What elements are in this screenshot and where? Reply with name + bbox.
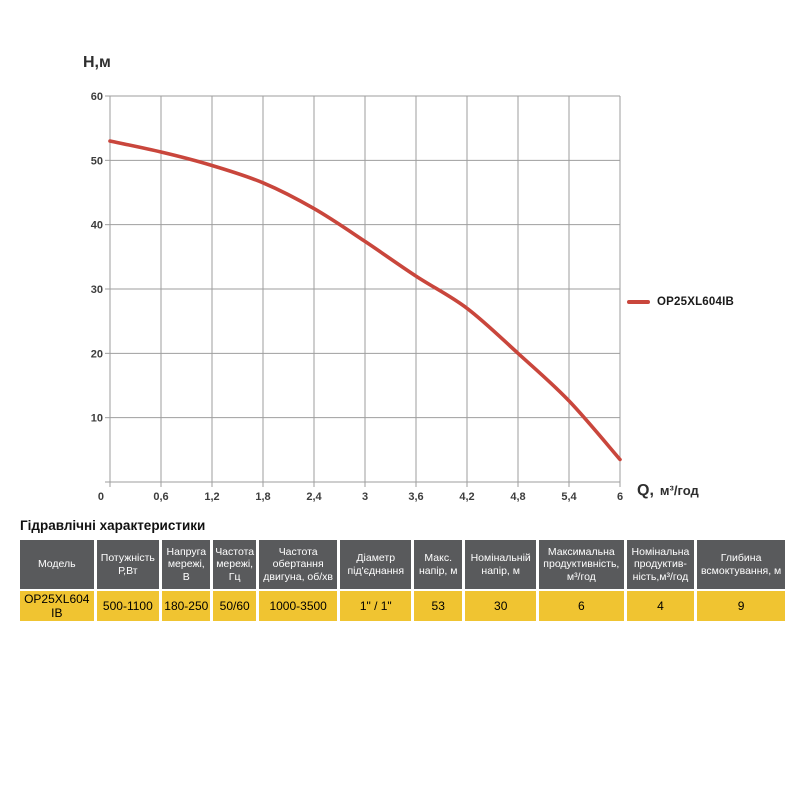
x-tick-label: 4,2 xyxy=(459,491,474,503)
table-column-header: Напруга мережі, В xyxy=(162,540,211,589)
table-cell: 500-1100 xyxy=(96,591,160,621)
y-tick-label: 60 xyxy=(91,91,103,103)
x-tick-label: 6 xyxy=(617,491,623,503)
table-column-header: Макс. напір, м xyxy=(414,540,463,589)
legend-series-label: OP25XL604IB xyxy=(657,296,734,308)
hydraulic-characteristics-table: Модель Потужність Р,Вт Напруга мережі, В Ча… xyxy=(17,538,788,623)
table-cell: 53 xyxy=(414,591,463,621)
x-tick-label: 1,8 xyxy=(255,491,270,503)
table-cell: OP25XL604 IB xyxy=(20,591,94,621)
x-tick-label: 4,8 xyxy=(510,491,525,503)
x-axis-title-q: Q, xyxy=(637,482,654,499)
table-cell: 9 xyxy=(697,591,785,621)
table-cell: 180-250 xyxy=(162,591,211,621)
y-tick-label: 50 xyxy=(91,155,103,167)
y-tick-label: 20 xyxy=(91,348,103,360)
y-tick-label: 40 xyxy=(91,220,103,232)
table-column-header: Номінальній напір, м xyxy=(465,540,536,589)
table-cell: 6 xyxy=(538,591,624,621)
chart-legend: OP25XL604IB xyxy=(627,296,734,308)
table-column-header: Частота обертання двигуна, об/хв xyxy=(258,540,338,589)
x-tick-label: 3 xyxy=(362,491,368,503)
table-column-header: Потужність Р,Вт xyxy=(96,540,160,589)
table-cell: 30 xyxy=(465,591,536,621)
x-axis-title: Q, м³/год xyxy=(637,482,699,500)
x-tick-label: 1,2 xyxy=(204,491,219,503)
y-tick-label: 30 xyxy=(91,284,103,296)
table-cell: 50/60 xyxy=(213,591,256,621)
x-tick-label: 5,4 xyxy=(561,491,577,503)
table-column-header: Модель xyxy=(20,540,94,589)
table-header-row: Модель Потужність Р,Вт Напруга мережі, В Ча… xyxy=(20,540,785,589)
table-cell: 1000-3500 xyxy=(258,591,338,621)
x-tick-label: 2,4 xyxy=(306,491,322,503)
table-column-header: Максимальна продуктивність, м³/год xyxy=(538,540,624,589)
table-cell: 4 xyxy=(626,591,695,621)
y-tick-label: 10 xyxy=(91,413,103,425)
table-cell: 1" / 1" xyxy=(340,591,412,621)
table-title: Гідравлічні характеристики xyxy=(20,518,206,533)
x-tick-label: 0,6 xyxy=(153,491,168,503)
table-row: OP25XL604 IB 500-1100 180-250 50/60 1000-350… xyxy=(20,591,785,621)
table-column-header: Номінальна продуктив-ність,м³/год xyxy=(626,540,695,589)
series-curve xyxy=(108,139,622,462)
x-tick-label: 3,6 xyxy=(408,491,423,503)
table-column-header: Глибина всмоктування, м xyxy=(697,540,785,589)
table-column-header: Діаметр під'єднання xyxy=(340,540,412,589)
table-column-header: Частота мережі, Гц xyxy=(213,540,256,589)
legend-line-swatch xyxy=(627,300,650,304)
x-axis-title-unit: м³/год xyxy=(659,483,699,498)
pump-curve-chart: 10 20 30 40 50 60 0,6 1,2 1,8 2,4 3 3,6 4,2 4,8 5,4 6 0 … xyxy=(83,54,734,503)
y-axis-title: H,м xyxy=(83,54,111,71)
origin-tick-label: 0 xyxy=(98,491,104,503)
